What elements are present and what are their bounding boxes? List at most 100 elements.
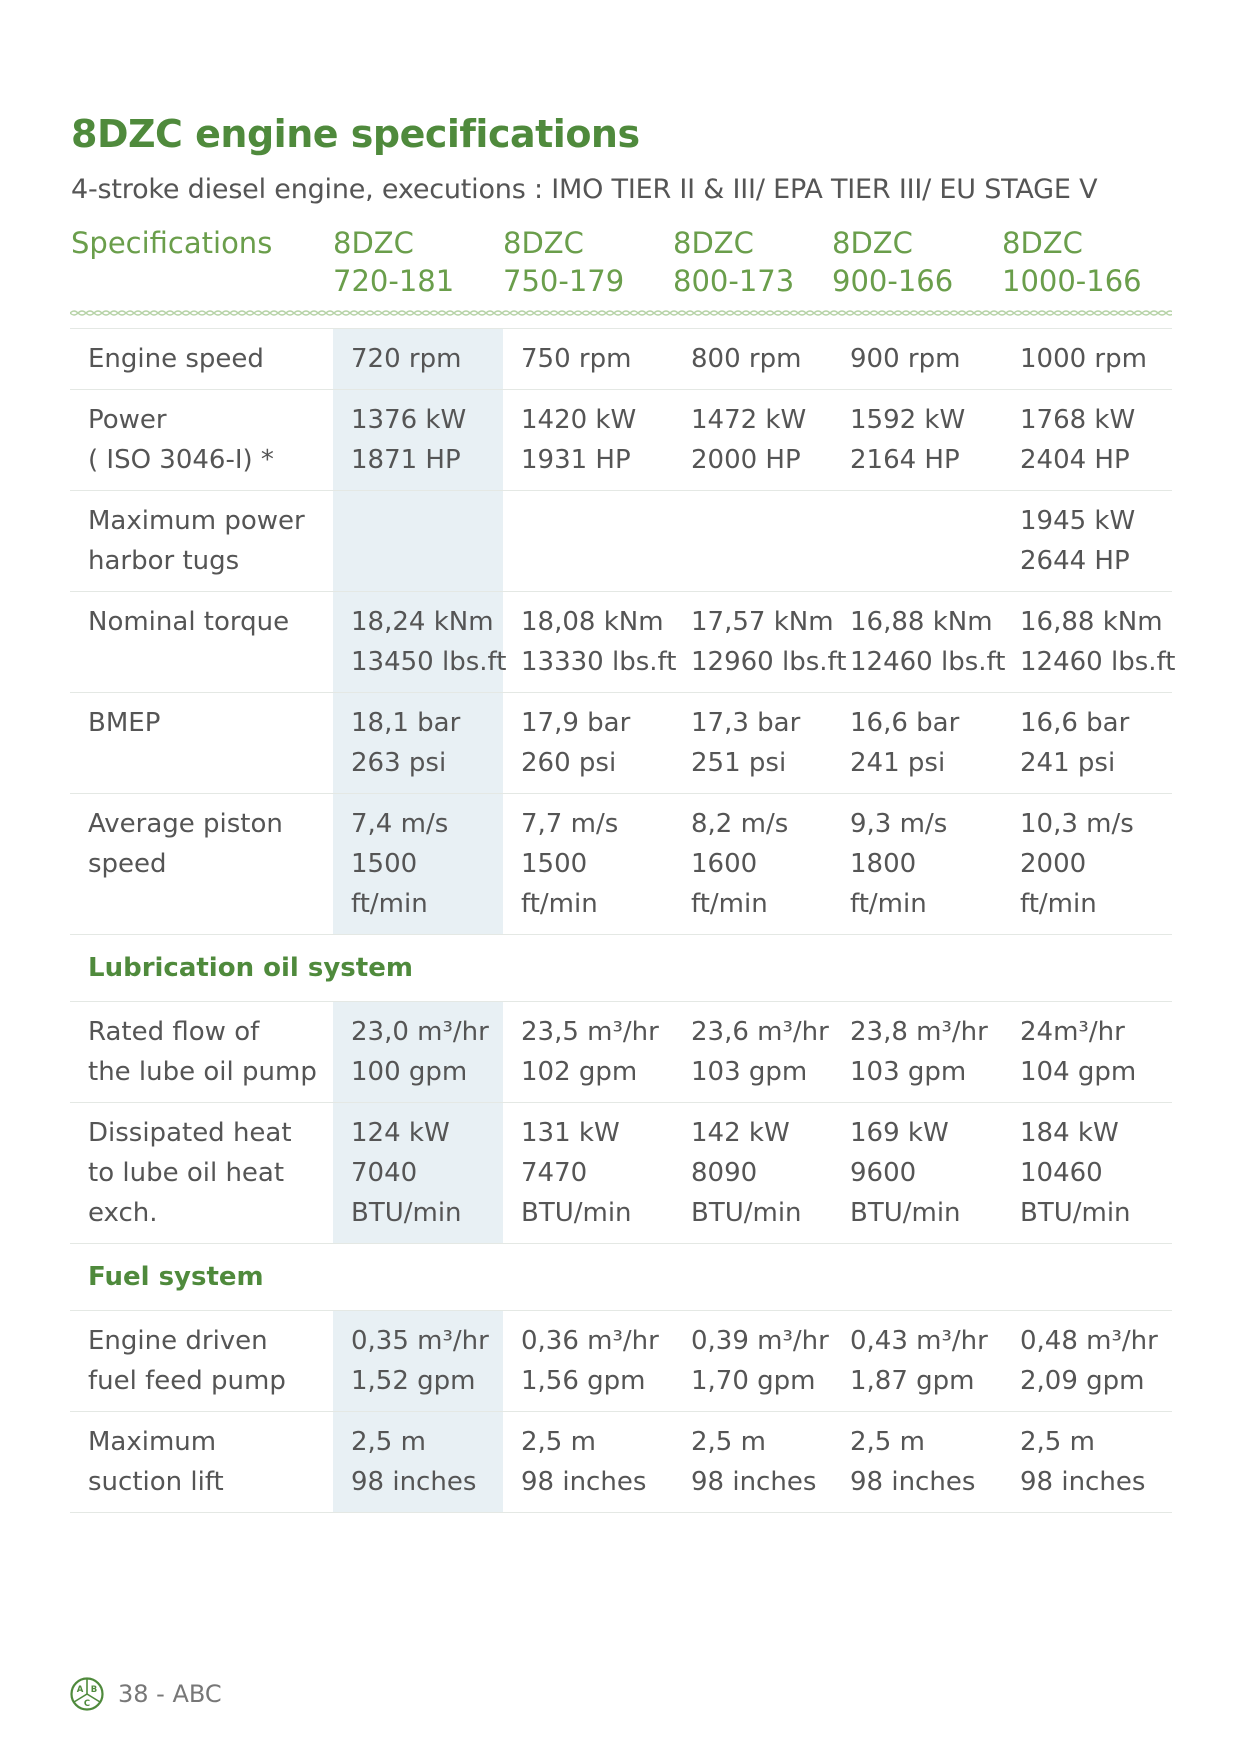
- section-row: Lubrication oil system: [70, 934, 1172, 1002]
- spec-value-line: 23,8 m³/hr: [850, 1017, 988, 1047]
- model-header-line: 1000-166: [1002, 264, 1142, 298]
- spec-value-line: 169 kW: [850, 1118, 949, 1148]
- spec-value-line: 7470: [521, 1158, 588, 1188]
- spec-value-line: 142 kW: [691, 1118, 790, 1148]
- spec-value-cell: 10,3 m/s 2000 ft/min: [1002, 793, 1172, 935]
- spec-row: Power ( ISO 3046-I) * 1376 kW 1871 HP 1420 k…: [70, 389, 1172, 491]
- spec-label-line: exch.: [88, 1198, 158, 1228]
- spec-label-line: BMEP: [88, 708, 161, 738]
- spec-value-line: 16,6 bar: [850, 708, 960, 738]
- spec-value-cell: 1000 rpm: [1002, 328, 1172, 390]
- spec-value-line: 23,0 m³/hr: [351, 1017, 489, 1047]
- spec-label-line: Power: [88, 405, 167, 435]
- spec-row: Maximum suction lift 2,5 m 98 inches 2,5 m 98…: [70, 1411, 1172, 1513]
- abc-logo: A B C: [70, 1677, 104, 1711]
- spec-value-cell: 16,6 bar 241 psi: [832, 692, 1002, 794]
- spec-label: Maximum power harbor tugs: [70, 490, 333, 592]
- spec-value-line: 2000: [1020, 849, 1087, 879]
- spec-value-cell: 0,48 m³/hr 2,09 gpm: [1002, 1310, 1172, 1412]
- spec-value-line: ft/min: [691, 889, 768, 919]
- spec-label: Rated flow of the lube oil pump: [70, 1001, 333, 1103]
- section-heading: Lubrication oil system: [70, 934, 1172, 1002]
- spec-value-line: 1931 HP: [521, 445, 631, 475]
- spec-value-cell: 1472 kW 2000 HP: [673, 389, 832, 491]
- model-header-line: 800-173: [673, 264, 795, 298]
- spec-value-line: BTU/min: [521, 1198, 632, 1228]
- spec-label: Average piston speed: [70, 793, 333, 935]
- spec-value-line: 98 inches: [521, 1467, 647, 1497]
- spec-value-line: 17,3 bar: [691, 708, 801, 738]
- spec-value-line: 1945 kW: [1020, 506, 1136, 536]
- spec-row: BMEP 18,1 bar 263 psi 17,9 bar 260 psi 17,3 b…: [70, 692, 1172, 794]
- spec-value-line: 102 gpm: [521, 1057, 638, 1087]
- spec-value-cell: 7,4 m/s 1500 ft/min: [333, 793, 503, 935]
- spec-value-cell: 23,0 m³/hr 100 gpm: [333, 1001, 503, 1103]
- spec-value-line: 750 rpm: [521, 344, 632, 374]
- spec-label: Dissipated heat to lube oil heat exch.: [70, 1102, 333, 1244]
- spec-value-line: 16,6 bar: [1020, 708, 1130, 738]
- model-header: 8DZC 720-181: [333, 224, 454, 300]
- spec-value-line: 1500: [351, 849, 418, 879]
- spec-label-line: speed: [88, 849, 167, 879]
- spec-value-line: 18,1 bar: [351, 708, 461, 738]
- spec-value-line: 263 psi: [351, 748, 447, 778]
- spec-value-cell: 2,5 m 98 inches: [333, 1411, 503, 1513]
- spec-value-line: 184 kW: [1020, 1118, 1119, 1148]
- spec-value-cell: 131 kW 7470 BTU/min: [503, 1102, 673, 1244]
- spec-label-line: fuel feed pump: [88, 1366, 286, 1396]
- spec-value-cell: 18,24 kNm 13450 lbs.ft: [333, 591, 507, 693]
- spec-value-cell: 8,2 m/s 1600 ft/min: [673, 793, 832, 935]
- spec-value-line: 720 rpm: [351, 344, 462, 374]
- spec-value-cell: 2,5 m 98 inches: [673, 1411, 832, 1513]
- spec-value-line: 1,87 gpm: [850, 1366, 975, 1396]
- spec-value-cell: 1420 kW 1931 HP: [503, 389, 673, 491]
- spec-value-cell: [503, 490, 673, 592]
- spec-value-cell: 16,6 bar 241 psi: [1002, 692, 1172, 794]
- spec-value-line: 241 psi: [1020, 748, 1116, 778]
- spec-value-cell: 184 kW 10460 BTU/min: [1002, 1102, 1172, 1244]
- model-header-line: 900-166: [832, 264, 954, 298]
- model-header-line: 750-179: [503, 264, 625, 298]
- spec-value-line: 23,6 m³/hr: [691, 1017, 829, 1047]
- model-header-line: 8DZC: [333, 226, 414, 260]
- spec-value-line: BTU/min: [691, 1198, 802, 1228]
- spec-value-cell: 2,5 m 98 inches: [503, 1411, 673, 1513]
- spec-value-line: 17,9 bar: [521, 708, 631, 738]
- spec-value-cell: 1592 kW 2164 HP: [832, 389, 1002, 491]
- spec-value-line: 2,5 m: [351, 1427, 426, 1457]
- spec-value-line: 0,43 m³/hr: [850, 1326, 988, 1356]
- spec-value-line: 1768 kW: [1020, 405, 1136, 435]
- spec-value-line: 8090: [691, 1158, 758, 1188]
- spec-value-line: 13450 lbs.ft: [351, 647, 507, 677]
- spec-value-cell: 16,88 kNm 12460 lbs.ft: [1002, 591, 1175, 693]
- spec-value-cell: 900 rpm: [832, 328, 1002, 390]
- spec-value-line: BTU/min: [850, 1198, 961, 1228]
- spec-value-cell: 2,5 m 98 inches: [832, 1411, 1002, 1513]
- spec-value-cell: 17,3 bar 251 psi: [673, 692, 832, 794]
- wavy-divider: [70, 310, 1172, 316]
- spec-label-line: Average piston: [88, 809, 283, 839]
- logo-letter-c: C: [84, 1699, 90, 1709]
- page-number: 38 - ABC: [118, 1680, 222, 1708]
- spec-value-line: 2,5 m: [850, 1427, 925, 1457]
- spec-value-line: 2,5 m: [521, 1427, 596, 1457]
- spec-label-line: Dissipated heat: [88, 1118, 292, 1148]
- spec-value-line: 1,70 gpm: [691, 1366, 816, 1396]
- spec-value-line: 1800: [850, 849, 917, 879]
- spec-value-line: 2164 HP: [850, 445, 960, 475]
- model-header: 8DZC 800-173: [673, 224, 794, 300]
- spec-value-line: 98 inches: [850, 1467, 976, 1497]
- specifications-header: Specifications: [71, 226, 273, 260]
- section-row: Fuel system: [70, 1243, 1172, 1311]
- spec-label: Maximum suction lift: [70, 1411, 333, 1513]
- spec-value-line: 2,09 gpm: [1020, 1366, 1145, 1396]
- spec-label: Engine speed: [70, 328, 333, 390]
- spec-value-cell: 720 rpm: [333, 328, 503, 390]
- spec-value-cell: 2,5 m 98 inches: [1002, 1411, 1172, 1513]
- spec-value-cell: 23,8 m³/hr 103 gpm: [832, 1001, 1002, 1103]
- spec-value-line: 2,5 m: [691, 1427, 766, 1457]
- spec-value-line: 98 inches: [1020, 1467, 1146, 1497]
- spec-value-line: 100 gpm: [351, 1057, 468, 1087]
- spec-value-line: 2,5 m: [1020, 1427, 1095, 1457]
- spec-value-line: 17,57 kNm: [691, 607, 834, 637]
